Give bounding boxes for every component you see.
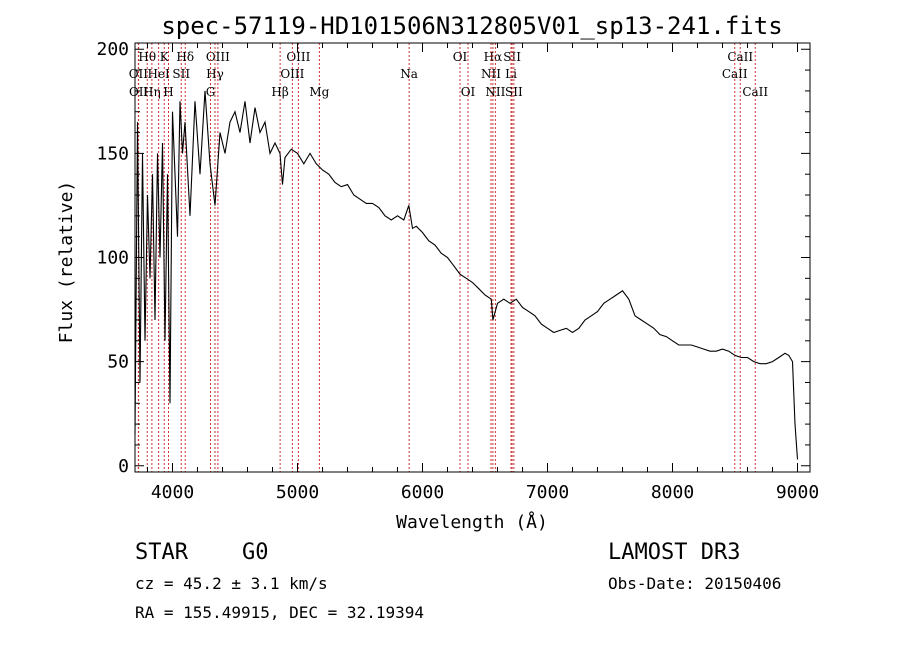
line-label-4: K [160, 50, 170, 64]
line-label-3: Hη [143, 85, 161, 99]
object-type: STAR [135, 540, 188, 565]
y-tick-label-2: 100 [96, 248, 129, 269]
line-label-18: OI [461, 85, 476, 99]
line-label-5: HeI [147, 67, 170, 81]
line-label-24: SII [505, 85, 523, 99]
x-tick-label-4: 8000 [651, 482, 694, 503]
line-label-21: NII [485, 85, 505, 99]
line-label-17: OI [453, 50, 468, 64]
line-label-27: CaII [742, 85, 768, 99]
plot-border [134, 42, 811, 473]
axis-ticks: 4000 5000 6000 7000 8000 9000 0 50 100 150 200 [96, 39, 819, 503]
line-label-11: G [206, 85, 216, 99]
y-tick-label-3: 150 [96, 143, 129, 164]
line-label-15: Mg [309, 85, 329, 99]
plot-frame [134, 42, 811, 473]
line-label-23: Li [505, 67, 517, 81]
line-label-7: SII [172, 67, 190, 81]
x-tick-label-1: 5000 [276, 482, 319, 503]
y-tick-label-1: 50 [107, 352, 129, 373]
x-tick-label-0: 4000 [151, 482, 194, 503]
line-label-22: SII [503, 50, 521, 64]
line-label-20: NII [481, 67, 501, 81]
line-label-13: OIII [286, 50, 310, 64]
line-label-0: Hθ [138, 50, 156, 64]
line-label-19: Hα [484, 50, 503, 64]
line-label-2: OII [129, 85, 149, 99]
line-label-1: OII [129, 67, 149, 81]
y-tick-label-0: 0 [118, 456, 129, 477]
sky-coordinates: RA = 155.49915, DEC = 32.19394 [135, 603, 424, 622]
y-tick-label-4: 200 [96, 39, 129, 60]
line-label-6: H [163, 85, 173, 99]
line-label-14: OIII [280, 67, 304, 81]
line-label-25: CaII [727, 50, 753, 64]
line-label-26: CaII [722, 67, 748, 81]
line-label-10: Hγ [206, 67, 224, 81]
survey-name: LAMOST DR3 [608, 540, 741, 565]
object-subclass: G0 [242, 540, 269, 565]
x-tick-label-3: 7000 [526, 482, 569, 503]
y-axis-label: Flux (relative) [56, 181, 77, 344]
spectrum-series [134, 90, 799, 460]
line-label-8: Hδ [176, 50, 194, 64]
x-tick-label-2: 6000 [401, 482, 444, 503]
line-label-12: Hβ [271, 85, 288, 99]
spectrum-line [134, 90, 799, 460]
x-axis-label: Wavelength (Å) [396, 511, 548, 533]
redshift-cz: cz = 45.2 ± 3.1 km/s [135, 574, 328, 593]
observation-date: Obs-Date: 20150406 [608, 574, 782, 593]
chart-title: spec-57119-HD101506N312805V01_sp13-241.f… [161, 12, 782, 40]
line-label-16: Na [400, 67, 418, 81]
x-tick-label-5: 9000 [776, 482, 819, 503]
line-label-9: OIII [206, 50, 230, 64]
